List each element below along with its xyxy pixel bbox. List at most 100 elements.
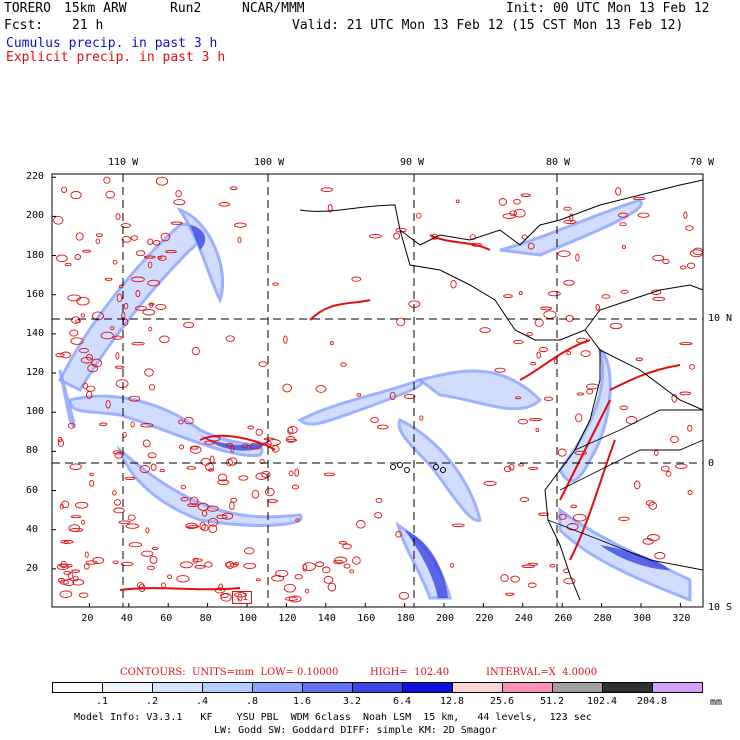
explicit-precip-contour — [112, 259, 118, 265]
explicit-precip-contour — [563, 279, 575, 286]
explicit-precip-contour — [131, 341, 145, 346]
colorbar-swatch — [402, 682, 453, 693]
model-name: TORERO — [4, 1, 51, 16]
explicit-precip-contour — [80, 519, 86, 525]
explicit-precip-contour — [242, 443, 249, 449]
explicit-precip-contour — [327, 203, 333, 213]
x-tick-label: 80 — [199, 613, 212, 624]
explicit-precip-contour — [527, 562, 539, 566]
explicit-precip-contour — [180, 561, 193, 569]
explicit-precip-contour — [184, 416, 194, 425]
explicit-precip-contour — [674, 463, 688, 469]
explicit-precip-contour — [294, 468, 300, 477]
explicit-precip-contour — [113, 499, 122, 506]
explicit-precip-contour — [687, 424, 693, 432]
explicit-precip-contour — [395, 227, 407, 233]
explicit-precip-contour — [652, 254, 665, 262]
explicit-precip-band — [429, 234, 491, 251]
y-tick-label: 20 — [26, 562, 39, 574]
explicit-precip-contour — [451, 523, 465, 528]
explicit-precip-contour — [112, 560, 119, 565]
explicit-precip-contour — [535, 428, 540, 433]
explicit-precip-contour — [479, 327, 491, 333]
explicit-precip-contour — [70, 191, 82, 200]
explicit-precip-contour — [69, 329, 79, 337]
explicit-precip-contour — [352, 556, 361, 565]
explicit-precip-contour — [178, 419, 184, 425]
explicit-precip-contour — [220, 592, 232, 602]
y-tick-label: 60 — [26, 484, 39, 496]
explicit-precip-contour — [234, 592, 247, 598]
x-tick-label: 220 — [475, 613, 494, 624]
explicit-precip-contour — [183, 321, 195, 329]
explicit-precip-contour — [73, 575, 79, 582]
explicit-precip-contour — [61, 186, 68, 193]
explicit-precip-contour — [271, 575, 285, 582]
explicit-precip-contour — [654, 552, 666, 560]
explicit-precip-contour — [609, 322, 623, 330]
explicit-precip-contour — [176, 575, 190, 583]
colorbar-swatch — [502, 682, 553, 693]
explicit-precip-contour — [60, 539, 74, 544]
coastline — [299, 179, 704, 601]
explicit-precip-contour — [304, 588, 310, 594]
contour-info: CONTOURS: UNITS=mm LOW= 0.10000 — [120, 667, 339, 678]
cumulus-precip-area — [499, 198, 643, 257]
explicit-precip-contour — [75, 232, 84, 241]
explicit-precip-contour — [665, 471, 672, 477]
explicit-precip-contour — [267, 499, 279, 503]
explicit-precip-contour — [159, 468, 166, 473]
explicit-precip-contour — [238, 475, 249, 481]
explicit-precip-contour — [267, 439, 281, 446]
explicit-precip-contour — [536, 351, 541, 359]
explicit-precip-contour — [287, 426, 294, 435]
explicit-precip-contour — [217, 479, 230, 486]
x-tick-label: 160 — [357, 613, 376, 624]
explicit-precip-contour — [645, 500, 655, 506]
forecast-value: 21 h — [72, 18, 104, 33]
explicit-precip-contour — [179, 444, 185, 450]
explicit-precip-contour — [505, 592, 515, 596]
cumulus-precip-area — [57, 222, 201, 392]
explicit-precip-contour — [329, 341, 334, 346]
explicit-precip-contour — [586, 383, 599, 390]
colorbar-unit: mm — [710, 697, 723, 708]
colorbar-swatch — [252, 682, 303, 693]
x-tick-label: 280 — [593, 613, 612, 624]
explicit-precip-contour — [255, 472, 268, 481]
explicit-precip-contour — [670, 435, 679, 444]
explicit-precip-contour — [272, 282, 279, 286]
explicit-precip-contour — [620, 289, 629, 294]
y-tick-label: 160 — [26, 288, 45, 300]
explicit-precip-contour — [230, 497, 238, 503]
explicit-precip-contour — [368, 234, 382, 239]
explicit-precip-contour — [528, 466, 539, 470]
explicit-precip-contour — [142, 439, 151, 448]
explicit-precip-contour — [376, 424, 389, 430]
explicit-precip-contour — [565, 314, 574, 322]
explicit-precip-contour — [229, 501, 235, 511]
forecast-label: Fcst: — [4, 18, 44, 33]
explicit-precip-contour — [275, 569, 289, 578]
explicit-precip-contour — [115, 379, 129, 388]
cumulus-precip-heavy — [200, 435, 270, 451]
explicit-precip-contour — [216, 514, 228, 520]
colorbar-swatch — [552, 682, 603, 693]
y-tick-label: 120 — [26, 367, 45, 379]
explicit-precip-contour — [651, 289, 662, 295]
explicit-precip-contour — [91, 358, 102, 368]
explicit-precip-contour — [67, 572, 74, 580]
explicit-precip-contour — [208, 524, 218, 534]
explicit-precip-band — [309, 299, 371, 321]
explicit-precip-contour — [147, 238, 154, 245]
explicit-precip-contour — [95, 238, 101, 245]
x-tick-label: 300 — [633, 613, 652, 624]
explicit-precip-contour — [207, 517, 219, 527]
explicit-precip-contour — [214, 587, 226, 594]
explicit-precip-contour — [233, 562, 239, 566]
explicit-precip-contour — [74, 254, 82, 260]
explicit-precip-contour — [74, 319, 82, 324]
colorbar-swatch — [202, 682, 253, 693]
explicit-precip-contour — [130, 421, 135, 428]
